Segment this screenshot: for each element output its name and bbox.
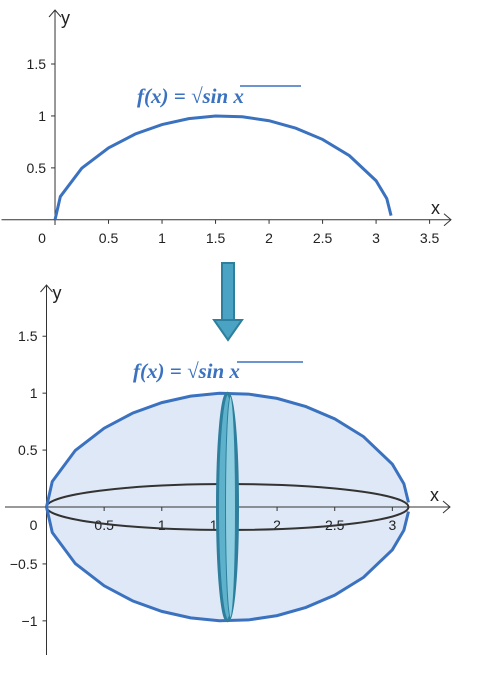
y-tick-label: 0.5 — [27, 160, 47, 176]
x-tick-label: 3 — [388, 517, 396, 533]
y-axis-arrow — [40, 284, 53, 293]
x-tick-label: 0 — [38, 230, 46, 246]
x-tick-label: 2.5 — [313, 230, 333, 246]
y-tick-label: 1 — [30, 385, 38, 401]
x-tick-label: 3 — [372, 230, 380, 246]
y-axis-arrow — [48, 9, 62, 18]
y-tick-label: −0.5 — [10, 556, 38, 572]
x-axis-arrow — [442, 500, 451, 514]
x-tick-label: 0 — [30, 517, 38, 533]
y-tick-label: 1 — [38, 108, 46, 124]
y-tick-label: 1.5 — [18, 328, 38, 344]
x-tick-label: 0.5 — [99, 230, 119, 246]
x-tick-label: 0.5 — [94, 517, 114, 533]
x-axis-label: x — [430, 485, 439, 505]
function-label: f(x) = √sin x — [133, 359, 240, 383]
y-axis-label: y — [61, 8, 70, 28]
chart: x y 0 0.5 1 1.5 2 2.5 3 3.5 0.5 1 1.5 f(x) = √sin x — [1, 8, 452, 246]
disc-face — [225, 395, 236, 619]
y-tick-label: 1.5 — [27, 56, 47, 72]
x-axis-label: x — [431, 198, 440, 218]
y-axis-label: y — [53, 283, 62, 303]
x-axis-arrow — [443, 213, 452, 227]
y-tick-label: −1 — [22, 613, 38, 629]
y-tick-label: 0.5 — [18, 442, 38, 458]
curve — [45, 506, 410, 623]
x-tick-label: 2 — [273, 517, 281, 533]
curve — [45, 391, 410, 508]
x-tick-label: 1 — [158, 517, 166, 533]
curve — [53, 114, 393, 221]
x-tick-label: 2 — [265, 230, 273, 246]
function-label: f(x) = √sin x — [137, 84, 244, 108]
down-arrow — [212, 262, 244, 342]
x-tick-label: 1.5 — [206, 230, 226, 246]
x-tick-label: 1 — [158, 230, 166, 246]
x-tick-label: 3.5 — [420, 230, 440, 246]
